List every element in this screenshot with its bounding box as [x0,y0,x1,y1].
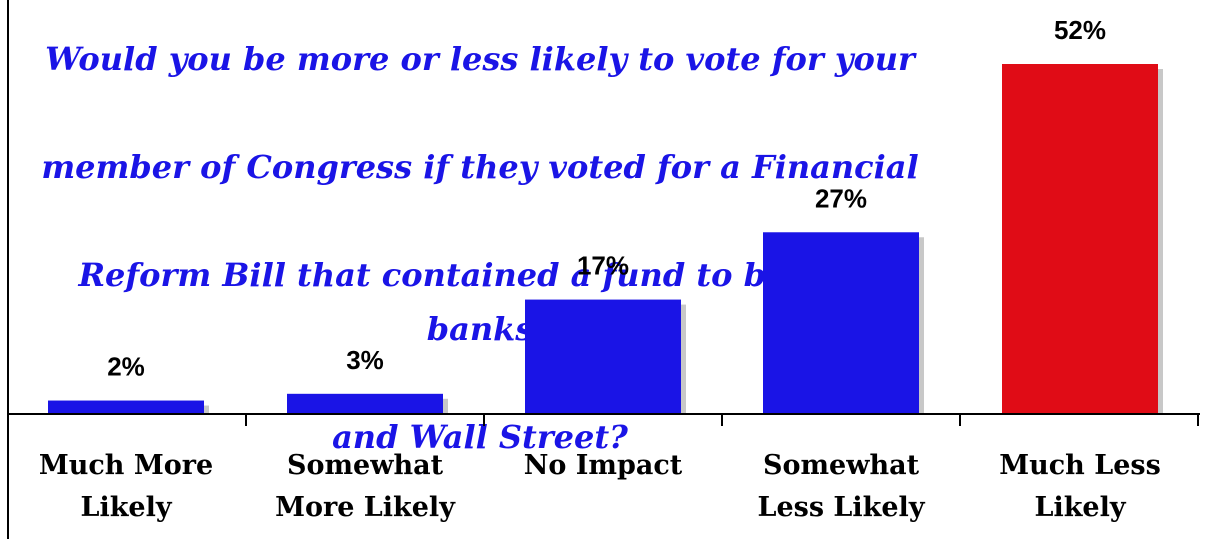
bar [525,299,681,414]
x-tick-label: Much Less [999,450,1161,481]
bar [287,393,443,414]
x-tick-label: No Impact [524,450,683,481]
data-label: 17% [577,251,629,281]
data-label: 52% [1054,15,1106,45]
bar [48,400,204,414]
x-tick-label: Less Likely [757,492,925,523]
bar [1002,64,1158,414]
x-tick-label: Likely [1034,492,1126,523]
chart-title-line: member of Congress if they voted for a F… [41,148,919,186]
x-tick-label: Likely [80,492,172,523]
x-tick-label: Somewhat [287,450,444,481]
chart-title-line: and Wall Street? [332,418,628,456]
x-tick-label: Much More [39,450,213,481]
data-label: 3% [346,345,384,375]
x-tick-label: Somewhat [763,450,920,481]
x-tick-label: More Likely [275,492,456,523]
chart-title-line: Would you be more or less likely to vote… [45,40,915,78]
bar [763,232,919,414]
data-label: 2% [107,352,145,382]
data-label: 27% [815,183,867,213]
